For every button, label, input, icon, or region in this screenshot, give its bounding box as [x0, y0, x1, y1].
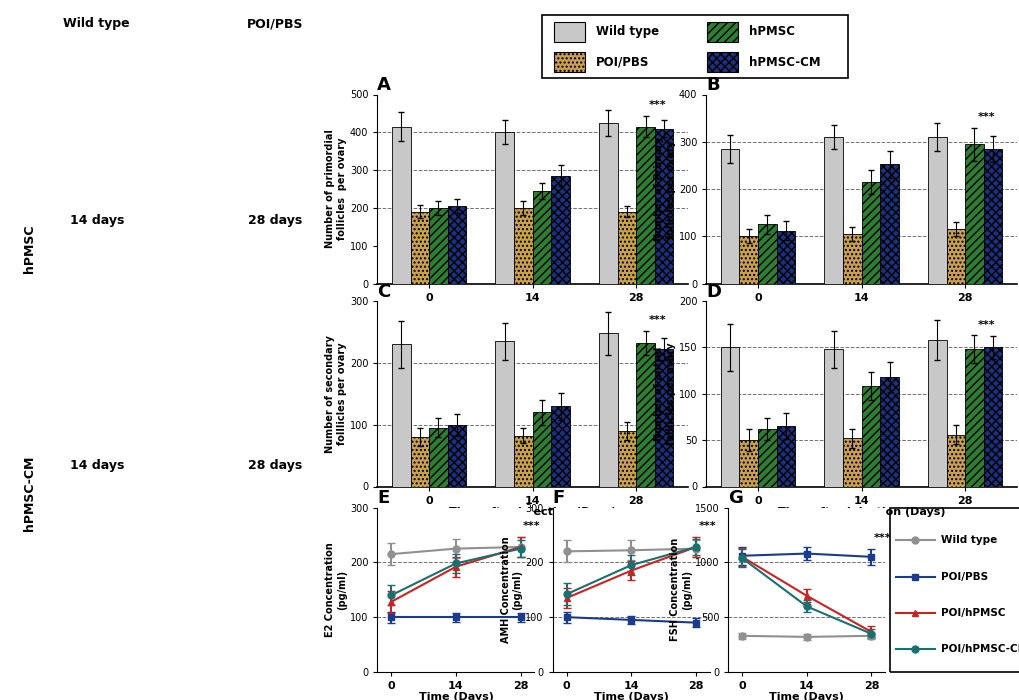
Bar: [983, 149, 1002, 284]
Bar: [410, 211, 429, 284]
Bar: [551, 176, 570, 284]
X-axis label: Time (Days): Time (Days): [768, 692, 844, 700]
Bar: [946, 229, 964, 284]
Bar: [927, 340, 946, 486]
Bar: [879, 377, 898, 486]
Bar: [946, 435, 964, 486]
Y-axis label: FSH Concentration
(pg/ml): FSH Concentration (pg/ml): [669, 538, 691, 641]
Bar: [842, 438, 861, 486]
Bar: [823, 349, 842, 486]
Text: ***: ***: [977, 112, 995, 122]
Text: hPMSC-CM: hPMSC-CM: [23, 456, 37, 531]
Text: 28 days: 28 days: [249, 214, 303, 227]
X-axis label: Time after injection (Days): Time after injection (Days): [777, 304, 945, 314]
Text: POI/PBS: POI/PBS: [941, 572, 987, 582]
Text: 14 days: 14 days: [69, 458, 124, 472]
Y-axis label: Number of secondary
folllicles per ovary: Number of secondary folllicles per ovary: [325, 335, 346, 453]
Y-axis label: Number of antral
folllicles per ovary: Number of antral folllicles per ovary: [654, 342, 676, 445]
Y-axis label: Number of primordial
follicles  per ovary: Number of primordial follicles per ovary: [325, 130, 346, 248]
Bar: [842, 234, 861, 284]
X-axis label: Time after injection (Days): Time after injection (Days): [777, 507, 945, 517]
X-axis label: Time (Days): Time (Days): [418, 692, 493, 700]
Bar: [447, 425, 466, 486]
Text: POI/hPMSC: POI/hPMSC: [941, 608, 1005, 618]
FancyBboxPatch shape: [707, 52, 737, 72]
Bar: [532, 191, 551, 284]
Bar: [927, 137, 946, 284]
Bar: [447, 206, 466, 284]
X-axis label: Time (Days): Time (Days): [593, 692, 668, 700]
Bar: [410, 437, 429, 486]
Bar: [654, 349, 673, 486]
Text: ***: ***: [648, 100, 666, 111]
Bar: [391, 127, 410, 284]
Y-axis label: AMH Concentration
(pg/ml): AMH Concentration (pg/ml): [500, 536, 522, 643]
Text: POI/PBS: POI/PBS: [595, 55, 648, 69]
Bar: [739, 237, 757, 284]
Text: G: G: [728, 489, 743, 508]
Text: C: C: [377, 283, 390, 301]
Bar: [879, 164, 898, 284]
Y-axis label: Number of Primary
follicles per ovary: Number of Primary follicles per ovary: [654, 136, 676, 241]
Text: ***: ***: [523, 521, 540, 531]
FancyBboxPatch shape: [707, 22, 737, 42]
Text: Wild type: Wild type: [63, 18, 130, 31]
Bar: [391, 344, 410, 486]
Y-axis label: E2 Concentration
(pg/ml): E2 Concentration (pg/ml): [325, 542, 346, 637]
X-axis label: Time after injection (Days): Time after injection (Days): [448, 304, 615, 314]
Text: hPMSC: hPMSC: [23, 224, 37, 273]
Bar: [429, 208, 447, 284]
Text: A: A: [377, 76, 391, 94]
FancyBboxPatch shape: [554, 22, 585, 42]
Bar: [532, 412, 551, 486]
Bar: [598, 333, 616, 486]
Text: Wild type: Wild type: [595, 25, 658, 38]
Text: ***: ***: [977, 320, 995, 330]
Bar: [983, 347, 1002, 486]
Text: POI/hPMSC-CM: POI/hPMSC-CM: [941, 644, 1019, 654]
Bar: [598, 123, 616, 284]
FancyBboxPatch shape: [554, 52, 585, 72]
Bar: [861, 182, 879, 284]
X-axis label: Time after injection (Days): Time after injection (Days): [448, 507, 615, 517]
Bar: [739, 440, 757, 486]
Bar: [495, 341, 514, 486]
Bar: [720, 149, 739, 284]
Bar: [429, 428, 447, 486]
Bar: [495, 132, 514, 284]
Text: D: D: [705, 283, 720, 301]
Text: 28 days: 28 days: [249, 458, 303, 472]
Bar: [654, 129, 673, 284]
Text: POI/PBS: POI/PBS: [247, 18, 304, 31]
Bar: [964, 144, 983, 284]
Bar: [776, 230, 795, 284]
Bar: [861, 386, 879, 486]
Bar: [757, 429, 776, 486]
Text: ***: ***: [648, 315, 666, 325]
Text: Wild type: Wild type: [941, 536, 997, 545]
Bar: [616, 211, 636, 284]
Bar: [636, 343, 654, 486]
Text: hPMSC: hPMSC: [748, 25, 794, 38]
Text: hPMSC-CM: hPMSC-CM: [748, 55, 819, 69]
Text: F: F: [552, 489, 565, 508]
Text: B: B: [705, 76, 719, 94]
Bar: [823, 137, 842, 284]
Bar: [776, 426, 795, 486]
Bar: [514, 436, 532, 486]
Text: E: E: [377, 489, 389, 508]
Bar: [636, 127, 654, 284]
Bar: [720, 347, 739, 486]
Text: ***: ***: [873, 533, 891, 542]
Text: ***: ***: [698, 521, 715, 531]
Bar: [964, 349, 983, 486]
Bar: [514, 208, 532, 284]
Bar: [551, 406, 570, 486]
Bar: [757, 225, 776, 284]
Bar: [616, 430, 636, 486]
Text: 14 days: 14 days: [69, 214, 124, 227]
